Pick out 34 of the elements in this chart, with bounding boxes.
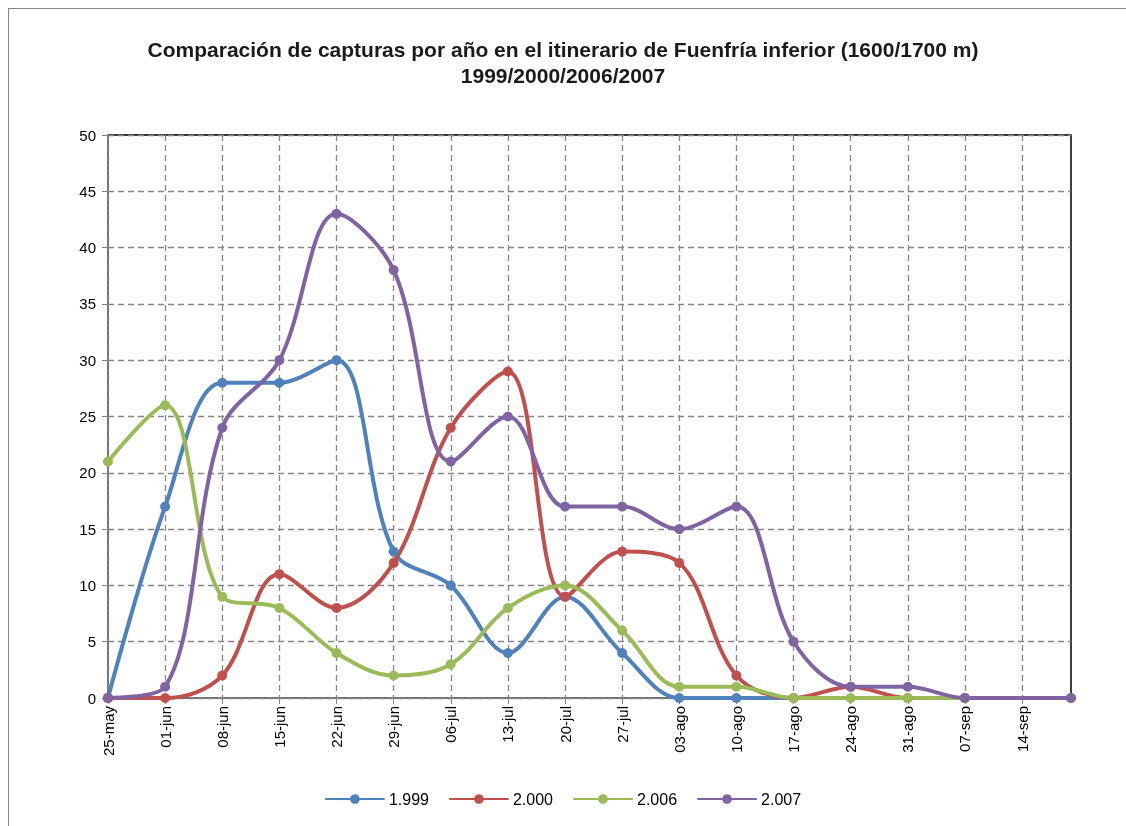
- chart-title: Comparación de capturas por año en el itinerario de Fuenfría inferior (1600/1700 m): [147, 38, 979, 61]
- y-tick-label: 40: [79, 239, 96, 257]
- x-tick-label: 25-may: [99, 705, 117, 757]
- x-tick-label: 13-jul: [499, 706, 517, 743]
- legend-label: 2.000: [512, 790, 554, 808]
- x-tick-label: 03-ago: [670, 706, 688, 753]
- y-tick-label: 50: [79, 126, 96, 144]
- x-tick-label: 27-jul: [613, 706, 631, 743]
- x-tick-label: 01-jun: [156, 706, 174, 748]
- x-tick-label: 24-ago: [842, 706, 860, 753]
- x-tick-label: 06-jul: [442, 706, 460, 743]
- x-tick-label: 07-sep: [956, 706, 974, 752]
- y-tick-label: 5: [87, 633, 96, 651]
- y-tick-label: 15: [79, 520, 96, 538]
- x-tick-label: 20-jul: [556, 706, 574, 743]
- y-tick-label: 30: [79, 351, 96, 369]
- chart-subtitle: 1999/2000/2006/2007: [460, 64, 666, 87]
- y-tick-label: 45: [79, 182, 96, 200]
- y-tick-label: 25: [79, 408, 96, 425]
- y-tick-label: 0: [87, 689, 96, 707]
- legend-label: 2.006: [637, 790, 678, 808]
- x-tick-label: 17-ago: [785, 706, 803, 753]
- x-tick-label: 31-ago: [899, 706, 917, 753]
- legend-label: 2.007: [761, 790, 802, 808]
- x-tick-label: 15-jun: [270, 706, 288, 748]
- y-tick-label: 20: [79, 464, 96, 482]
- x-tick-label: 14-sep: [1013, 706, 1031, 752]
- y-tick-label: 35: [79, 295, 96, 313]
- x-tick-label: 29-jun: [385, 706, 403, 748]
- x-tick-label: 08-jun: [213, 706, 231, 748]
- x-tick-label: 22-jun: [328, 706, 346, 748]
- x-tick-label: 10-ago: [727, 706, 745, 753]
- y-tick-label: 10: [79, 576, 96, 594]
- legend-label: 1.999: [388, 790, 430, 808]
